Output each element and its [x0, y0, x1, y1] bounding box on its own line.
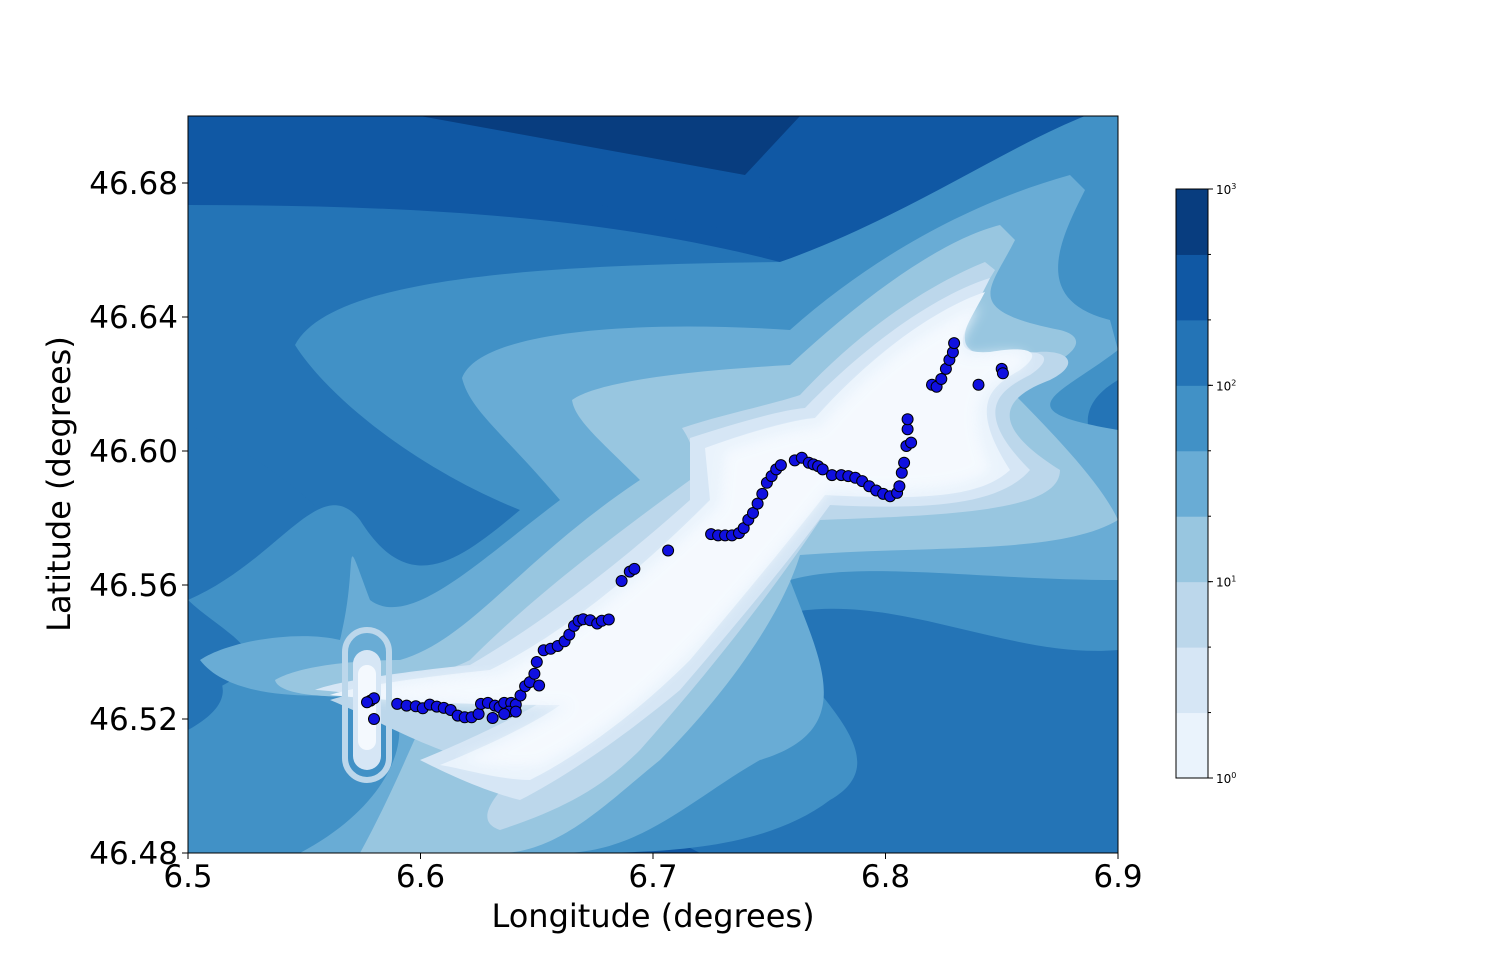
- scatter-point: [662, 544, 675, 557]
- scatter-point: [602, 613, 615, 626]
- scatter-point: [996, 367, 1009, 380]
- scatter-point: [530, 656, 543, 668]
- colorbar-level: [1176, 647, 1208, 714]
- scatter-point: [628, 562, 641, 575]
- scatter-point: [935, 373, 948, 385]
- scatter-point: [498, 708, 511, 720]
- colorbar-level: [1176, 712, 1208, 779]
- colorbar-level: [1176, 189, 1208, 255]
- scatter-point: [509, 705, 522, 718]
- scatter-point: [893, 480, 906, 493]
- colorbar-frame: [1175, 188, 1209, 779]
- contour-background: [188, 116, 1118, 853]
- colorbar-tick-label: 102: [1216, 378, 1236, 393]
- scatter-point: [774, 459, 787, 472]
- colorbar: 100 101 102 103: [1175, 182, 1236, 786]
- colorbar-level: [1176, 319, 1208, 386]
- y-tick-label: 46.60: [89, 434, 178, 470]
- y-axis: 46.48 46.52 46.56 46.60 46.64 46.68: [89, 166, 188, 872]
- scatter-point: [816, 463, 829, 476]
- scatter-point: [948, 337, 961, 350]
- y-tick-label: 46.68: [89, 166, 178, 202]
- scatter-point: [361, 696, 373, 709]
- colorbar-level: [1176, 516, 1208, 583]
- x-tick-label: 6.7: [628, 859, 677, 895]
- scatter-point: [747, 507, 759, 519]
- colorbar-level: [1176, 581, 1208, 648]
- scatter-point: [472, 708, 485, 720]
- scatter-point: [751, 497, 764, 510]
- scatter-point: [756, 487, 769, 500]
- scatter-point: [533, 679, 546, 692]
- scatter-point: [898, 456, 911, 469]
- scatter-point: [368, 713, 380, 725]
- x-axis: 6.5 6.6 6.7 6.8 6.9: [163, 853, 1143, 895]
- y-axis-label: Latitude (degrees): [40, 336, 78, 632]
- scatter-point: [905, 436, 918, 449]
- scatter-point: [615, 575, 628, 587]
- y-tick-label: 46.64: [89, 300, 178, 336]
- x-tick-label: 6.5: [163, 859, 212, 895]
- colorbar-tick-label: 103: [1216, 182, 1236, 197]
- scatter-point: [901, 423, 914, 436]
- colorbar-tick-label: 100: [1216, 771, 1236, 786]
- x-tick-label: 6.6: [396, 859, 445, 895]
- scatter-point: [528, 667, 541, 680]
- scatter-point: [901, 413, 914, 426]
- colorbar-tick-label: 101: [1216, 575, 1236, 590]
- x-tick-label: 6.9: [1093, 859, 1142, 895]
- x-axis-label: Longitude (degrees): [491, 897, 814, 935]
- y-tick-label: 46.56: [89, 568, 178, 604]
- colorbar-level: [1176, 254, 1208, 321]
- colorbar-level: [1176, 385, 1208, 452]
- scatter-points: [361, 337, 1009, 725]
- colorbar-level: [1176, 450, 1208, 517]
- x-tick-label: 6.8: [861, 859, 910, 895]
- scatter-point: [972, 378, 985, 391]
- scatter-point: [895, 466, 908, 479]
- y-tick-label: 46.52: [89, 702, 178, 738]
- scatter-point: [486, 712, 499, 724]
- y-tick-label: 46.48: [89, 836, 178, 872]
